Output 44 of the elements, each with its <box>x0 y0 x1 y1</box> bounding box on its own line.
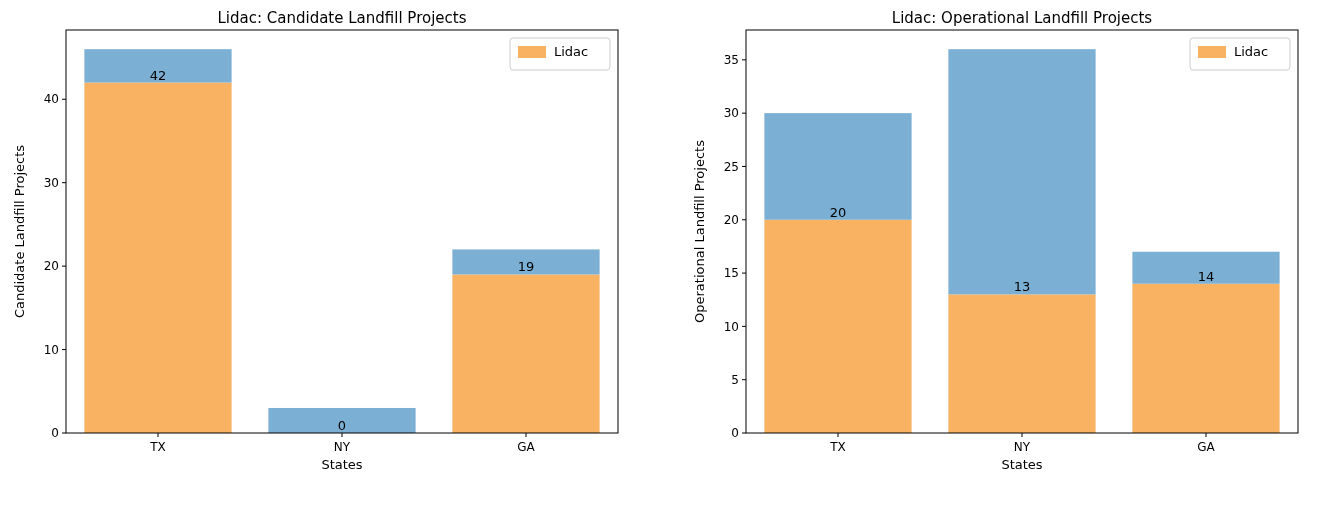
chart-title: Lidac: Operational Landfill Projects <box>891 9 1153 27</box>
x-tick-label: GA <box>1197 440 1216 454</box>
x-tick-label: GA <box>517 440 536 454</box>
bar <box>452 274 600 433</box>
y-tick-label: 15 <box>723 266 739 281</box>
x-tick-label: NY <box>1013 440 1031 454</box>
x-tick-label: TX <box>149 440 166 454</box>
y-axis-title: Candidate Landfill Projects <box>12 144 27 319</box>
bar <box>84 82 232 433</box>
y-tick-label: 25 <box>723 159 739 174</box>
x-axis-title: States <box>1001 457 1043 472</box>
y-tick-label: 0 <box>51 426 59 441</box>
data-label: 20 <box>829 204 847 220</box>
y-axis-title: Operational Landfill Projects <box>692 139 707 323</box>
bar <box>84 49 232 83</box>
bar <box>764 113 912 220</box>
x-tick-label: NY <box>333 440 351 454</box>
bar <box>268 407 416 433</box>
legend-label: Lidac <box>1234 44 1269 59</box>
y-tick-label: 35 <box>723 53 739 68</box>
data-label: 13 <box>1013 279 1031 295</box>
data-label: 19 <box>517 259 535 275</box>
data-label: 14 <box>1197 268 1215 284</box>
bar <box>1132 283 1280 433</box>
y-tick-label: 10 <box>43 342 59 357</box>
bar <box>764 219 912 433</box>
bar <box>948 294 1096 433</box>
x-tick-label: TX <box>829 440 846 454</box>
y-tick-label: 5 <box>731 372 739 387</box>
y-tick-label: 30 <box>723 106 739 121</box>
y-tick-label: 40 <box>43 92 59 107</box>
y-tick-label: 10 <box>723 319 739 334</box>
y-tick-label: 30 <box>43 175 59 190</box>
data-label: 42 <box>149 67 167 83</box>
y-tick-label: 20 <box>43 259 59 274</box>
bar <box>452 249 600 275</box>
chart-title: Lidac: Candidate Landfill Projects <box>217 9 467 27</box>
bar <box>1132 251 1280 284</box>
y-tick-label: 0 <box>731 426 739 441</box>
legend-label: Lidac <box>554 44 589 59</box>
y-tick-label: 20 <box>723 212 739 227</box>
bar <box>948 49 1096 295</box>
data-label: 0 <box>337 418 347 433</box>
x-axis-title: States <box>321 457 363 472</box>
